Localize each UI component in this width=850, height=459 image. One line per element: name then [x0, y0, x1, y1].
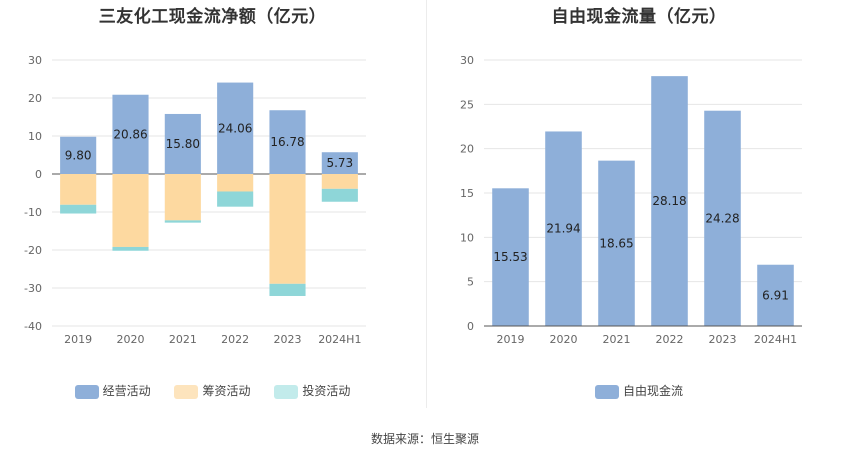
- left-chart-title: 三友化工现金流净额（亿元）: [98, 7, 327, 27]
- left-bar-s0-3: [217, 82, 254, 174]
- left-bar-s2-4: [269, 283, 306, 296]
- legend-swatch-financing: [174, 384, 199, 399]
- left-ytick-label: -30: [24, 282, 42, 295]
- left-bar-s2-2: [164, 220, 201, 223]
- legend-swatch-operating: [74, 384, 99, 399]
- left-ytick-label: 0: [35, 168, 42, 181]
- legend-swatch-fcf: [594, 384, 619, 399]
- legend-label-fcf: 自由现金流: [622, 384, 683, 398]
- panel-divider: [426, 0, 427, 408]
- left-ytick-label: 20: [28, 92, 42, 105]
- left-bar-s1-0: [60, 174, 97, 205]
- right-bar-s0-0: [492, 188, 529, 326]
- left-xtick-label: 2022: [221, 333, 249, 346]
- legend-label-investing: 投资活动: [302, 384, 351, 398]
- right-xtick-label: 2020: [550, 333, 578, 346]
- legend-item-financing[interactable]: 筹资活动: [174, 382, 251, 399]
- left-data-label: 16.78: [270, 135, 304, 149]
- left-ytick-label: -20: [24, 244, 42, 257]
- right-data-label: 15.53: [493, 250, 527, 264]
- right-chart-svg: 30 25 20 15 10 5 0 15.53 21.94 18.65 28.18 24.28 6.9…: [460, 54, 802, 346]
- right-xtick-label: 2022: [656, 333, 684, 346]
- right-data-label: 28.18: [652, 194, 686, 208]
- right-ytick-label: 15: [460, 187, 474, 200]
- left-bar-s2-1: [112, 246, 149, 251]
- left-xtick-label: 2023: [274, 333, 302, 346]
- left-ytick-label: -10: [24, 206, 42, 219]
- legend-swatch-investing: [274, 384, 299, 399]
- left-data-label: 9.80: [65, 148, 92, 162]
- right-chart-panel: 自由现金流量（亿元） 30 25 20 15 10 5 0 15.53 21.94 18.65 28…: [428, 0, 850, 459]
- left-ytick-label: 10: [28, 130, 42, 143]
- right-data-label: 24.28: [705, 211, 739, 225]
- left-bar-s2-0: [60, 204, 97, 214]
- right-ytick-label: 10: [460, 231, 474, 244]
- right-data-label: 18.65: [599, 236, 633, 250]
- left-data-label: 24.06: [218, 121, 252, 135]
- left-data-label: 5.73: [326, 156, 353, 170]
- left-xtick-label: 2019: [64, 333, 92, 346]
- left-ytick-label: -40: [24, 320, 42, 333]
- right-xtick-label: 2024H1: [754, 333, 797, 346]
- right-bar-s0-3: [651, 76, 688, 327]
- legend-item-investing[interactable]: 投资活动: [274, 382, 350, 399]
- legend-item-operating[interactable]: 经营活动: [74, 382, 151, 399]
- legend-label-operating: 经营活动: [102, 384, 151, 398]
- left-bar-s1-5: [321, 174, 358, 189]
- left-data-label: 20.86: [113, 127, 147, 141]
- right-ytick-label: 5: [467, 276, 474, 289]
- right-xtick-label: 2019: [497, 333, 525, 346]
- left-bar-s0-2: [164, 113, 201, 174]
- left-xtick-label: 2020: [117, 333, 145, 346]
- left-legend: 经营活动 筹资活动 投资活动: [0, 382, 425, 399]
- right-ytick-label: 0: [467, 320, 474, 333]
- left-chart-panel: 三友化工现金流净额（亿元） 30 20 10 0 -10 -20 -30 -40 9.80 20.…: [0, 7, 425, 399]
- right-bar-s0-1: [545, 131, 582, 326]
- right-xtick-label: 2021: [603, 333, 631, 346]
- left-bar-s2-3: [217, 191, 254, 207]
- right-bar-s0-2: [598, 160, 635, 326]
- legend-item-fcf[interactable]: 自由现金流: [594, 382, 683, 399]
- right-ytick-label: 20: [460, 143, 474, 156]
- right-xtick-label: 2023: [709, 333, 737, 346]
- left-xtick-label: 2021: [169, 333, 197, 346]
- left-bar-s0-1: [112, 94, 149, 174]
- left-bar-s1-4: [269, 174, 306, 284]
- right-bar-s0-5: [757, 264, 794, 326]
- left-ytick-label: 30: [28, 54, 42, 67]
- right-data-label: 6.91: [762, 288, 789, 302]
- left-bar-s1-3: [217, 174, 254, 192]
- right-data-label: 21.94: [546, 222, 580, 236]
- left-bar-s0-0: [60, 136, 97, 174]
- right-chart-title: 自由现金流量（亿元）: [551, 7, 727, 27]
- left-data-label: 15.80: [166, 137, 200, 151]
- left-bar-s1-1: [112, 174, 149, 247]
- right-ytick-label: 25: [460, 98, 474, 111]
- left-chart-svg: 30 20 10 0 -10 -20 -30 -40 9.80 20.86 15.80 24.06 16…: [24, 54, 366, 346]
- legend-label-financing: 筹资活动: [202, 384, 251, 398]
- left-bar-s0-5: [321, 152, 358, 174]
- left-bar-s2-5: [321, 188, 358, 202]
- left-bar-s1-2: [164, 174, 201, 221]
- data-source-note: 数据来源：恒生聚源: [370, 432, 479, 446]
- right-bar-s0-4: [704, 110, 741, 326]
- left-bar-s0-4: [269, 110, 306, 174]
- right-ytick-label: 30: [460, 54, 474, 67]
- left-xtick-label: 2024H1: [318, 333, 361, 346]
- right-legend: 自由现金流: [428, 382, 850, 399]
